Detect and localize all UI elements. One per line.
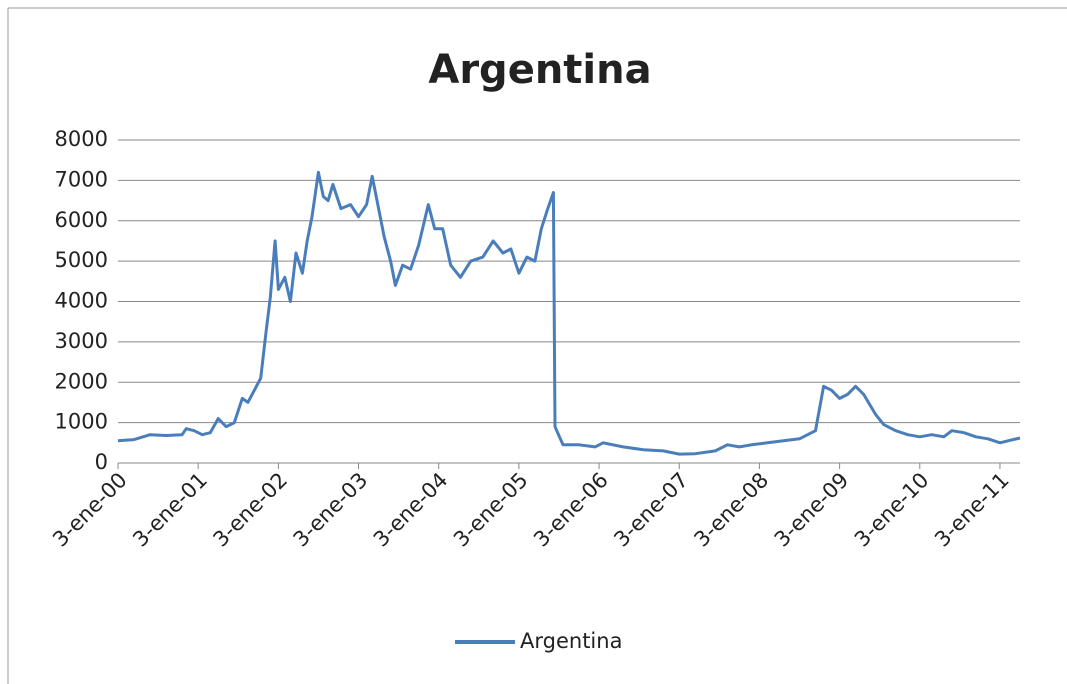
y-tick-label: 7000 — [55, 167, 108, 191]
y-tick-label: 3000 — [55, 329, 108, 353]
x-tick-label: 3-ene-00 — [48, 468, 132, 552]
y-tick-label: 6000 — [55, 208, 108, 232]
chart-title: Argentina — [428, 47, 651, 93]
y-tick-label: 5000 — [55, 248, 108, 272]
x-tick-label: 3-ene-09 — [770, 468, 854, 552]
data-line — [117, 170, 1021, 456]
x-tick-label: 3-ene-10 — [850, 468, 934, 552]
x-tick-label: 3-ene-06 — [529, 468, 613, 552]
y-tick-label: 1000 — [55, 410, 108, 434]
x-tick-label: 3-ene-01 — [128, 468, 212, 552]
x-tick-label: 3-ene-02 — [208, 468, 292, 552]
x-tick-label: 3-ene-11 — [930, 468, 1014, 552]
x-tick-label: 3-ene-03 — [289, 468, 373, 552]
x-tick-label: 3-ene-05 — [449, 468, 533, 552]
y-tick-label: 2000 — [55, 369, 108, 393]
x-tick-label: 3-ene-08 — [689, 468, 773, 552]
y-tick-label: 8000 — [55, 127, 108, 151]
y-tick-label: 4000 — [55, 289, 108, 313]
y-tick-label: 0 — [95, 450, 108, 474]
legend-label: Argentina — [520, 629, 622, 653]
x-tick-label: 3-ene-07 — [609, 468, 693, 552]
x-tick-label: 3-ene-04 — [369, 468, 453, 552]
